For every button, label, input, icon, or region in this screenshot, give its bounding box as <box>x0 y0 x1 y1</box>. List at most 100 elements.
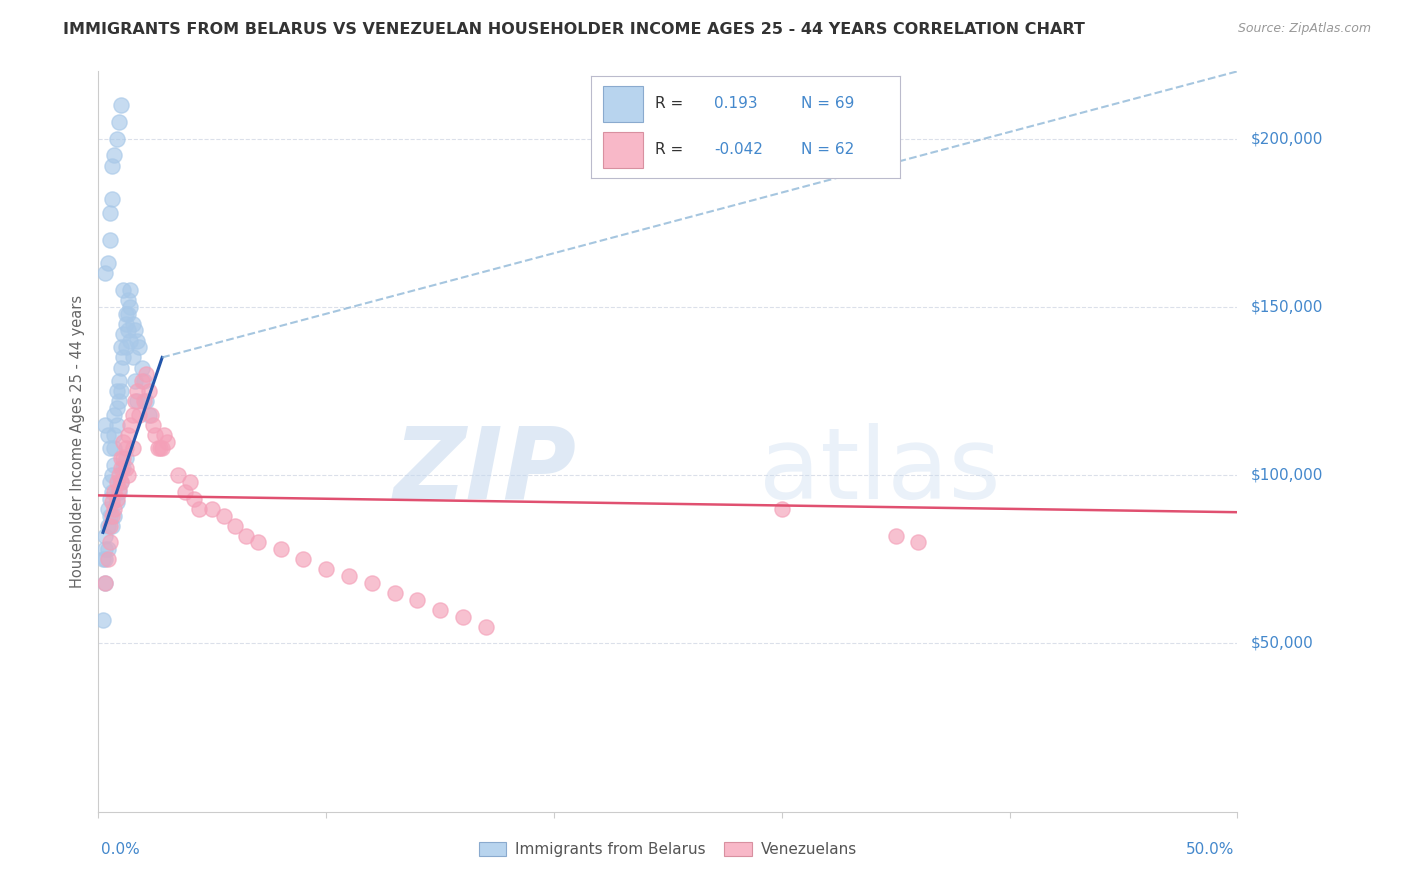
Point <box>101 485 124 500</box>
Point <box>114 307 136 321</box>
Text: $100,000: $100,000 <box>1251 467 1323 483</box>
Point <box>103 485 125 500</box>
Point <box>112 283 135 297</box>
Point <box>124 374 146 388</box>
Point <box>96 501 118 516</box>
Point <box>96 518 118 533</box>
Point <box>117 307 139 321</box>
Point <box>112 451 135 466</box>
Point <box>96 427 118 442</box>
Point <box>114 340 136 354</box>
Text: $150,000: $150,000 <box>1251 300 1323 314</box>
Point <box>337 569 360 583</box>
Point <box>103 442 125 456</box>
Point <box>138 384 160 398</box>
Point <box>224 518 246 533</box>
Point <box>112 434 135 449</box>
Point <box>139 408 162 422</box>
Point <box>235 529 257 543</box>
Point <box>183 491 205 506</box>
Point <box>128 340 150 354</box>
Point <box>429 603 451 617</box>
Point <box>110 98 132 112</box>
Point <box>110 475 132 489</box>
Point <box>101 468 124 483</box>
Point <box>91 613 114 627</box>
Y-axis label: Householder Income Ages 25 - 44 years: Householder Income Ages 25 - 44 years <box>70 295 86 588</box>
Point <box>884 529 907 543</box>
Point <box>138 408 160 422</box>
Point <box>212 508 235 523</box>
Point <box>117 427 139 442</box>
Point <box>110 461 132 475</box>
Point <box>156 434 179 449</box>
Text: atlas: atlas <box>759 423 1001 520</box>
Point <box>167 468 190 483</box>
Point <box>149 442 172 456</box>
Point <box>315 562 337 576</box>
Point <box>142 417 165 432</box>
Point <box>105 475 128 489</box>
Text: R =: R = <box>655 96 683 111</box>
Text: -0.042: -0.042 <box>714 142 763 157</box>
Point <box>360 575 382 590</box>
Text: Source: ZipAtlas.com: Source: ZipAtlas.com <box>1237 22 1371 36</box>
Point <box>101 518 124 533</box>
Point <box>108 115 131 129</box>
Point <box>98 442 121 456</box>
Point <box>108 394 131 409</box>
Point <box>108 468 131 483</box>
Point <box>127 334 149 348</box>
Point <box>110 360 132 375</box>
Point <box>112 351 135 365</box>
Point <box>117 468 139 483</box>
Text: 0.0%: 0.0% <box>101 842 141 857</box>
Point <box>103 148 125 162</box>
Point <box>112 461 135 475</box>
Point <box>474 619 496 633</box>
Point <box>120 283 142 297</box>
Point <box>105 401 128 415</box>
Point <box>112 326 135 341</box>
Point <box>120 334 142 348</box>
Point <box>146 442 169 456</box>
Point <box>127 384 149 398</box>
Point <box>96 552 118 566</box>
Point <box>132 374 155 388</box>
Point <box>105 417 128 432</box>
Text: IMMIGRANTS FROM BELARUS VS VENEZUELAN HOUSEHOLDER INCOME AGES 25 - 44 YEARS CORR: IMMIGRANTS FROM BELARUS VS VENEZUELAN HO… <box>63 22 1085 37</box>
Point <box>153 427 176 442</box>
Text: $50,000: $50,000 <box>1251 636 1315 651</box>
Point <box>96 542 118 557</box>
Text: ZIP: ZIP <box>394 423 576 520</box>
Point <box>114 317 136 331</box>
Point <box>110 475 132 489</box>
Point <box>131 374 153 388</box>
Point <box>96 256 118 270</box>
Point <box>91 552 114 566</box>
Point <box>108 482 131 496</box>
Text: N = 69: N = 69 <box>801 96 855 111</box>
Point <box>451 609 474 624</box>
Point <box>179 475 201 489</box>
Point <box>94 417 117 432</box>
Point <box>98 535 121 549</box>
Legend: Immigrants from Belarus, Venezuelans: Immigrants from Belarus, Venezuelans <box>472 836 863 863</box>
Point <box>150 442 173 456</box>
Point <box>94 552 117 566</box>
Point <box>135 394 157 409</box>
Point <box>121 351 143 365</box>
Point <box>114 442 136 456</box>
Point <box>770 501 793 516</box>
Text: $200,000: $200,000 <box>1251 131 1323 146</box>
Point <box>108 374 131 388</box>
Point <box>105 131 128 145</box>
Point <box>292 552 315 566</box>
Point <box>406 592 429 607</box>
Point <box>128 408 150 422</box>
Point <box>131 360 153 375</box>
Point <box>105 384 128 398</box>
Point <box>246 535 269 549</box>
Point <box>94 575 117 590</box>
Point <box>117 293 139 308</box>
